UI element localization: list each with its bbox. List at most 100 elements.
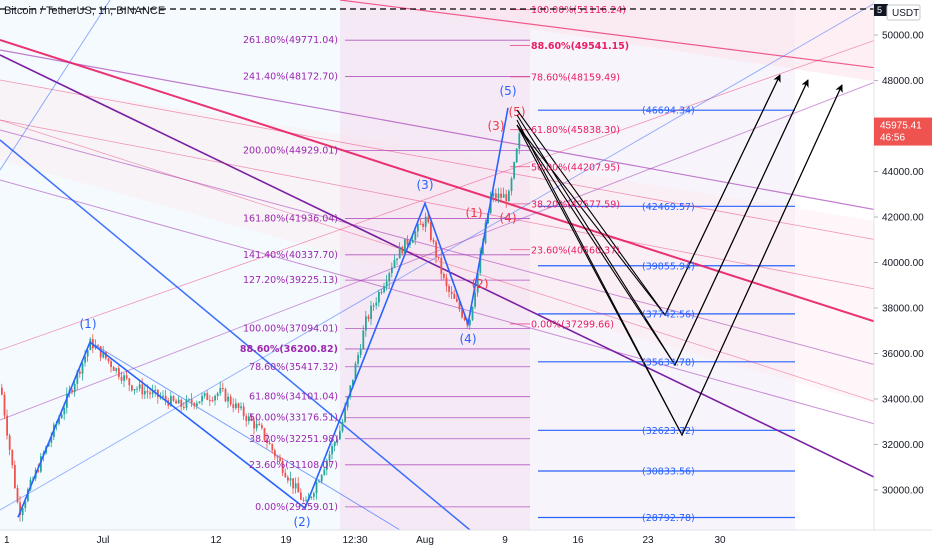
candle-body	[398, 246, 401, 259]
candle-body	[29, 479, 32, 490]
currency-badge[interactable]	[886, 4, 921, 21]
candle-body	[162, 395, 164, 397]
candle-body	[21, 508, 24, 516]
trend-line	[0, 129, 932, 381]
fib-right-label: 38.20%(42577.59)	[531, 199, 620, 210]
time-tick-label: 9	[502, 535, 508, 546]
candle-body	[235, 403, 237, 409]
horizontal-level-label: (46694.34)	[642, 106, 695, 117]
background-shading	[0, 0, 932, 530]
candle-body	[370, 305, 372, 320]
candle-body	[81, 362, 84, 374]
candle-body	[279, 457, 281, 462]
candle-body	[107, 358, 110, 362]
price-tick-label: 34000.00	[882, 395, 924, 406]
time-tick-label: 12	[210, 535, 222, 546]
candle-body	[281, 461, 284, 473]
price-tick-label: 30000.00	[882, 486, 924, 497]
candle-body	[60, 414, 63, 419]
candle-body	[258, 423, 261, 426]
horizontal-level-label: (28792.78)	[642, 513, 695, 524]
top-price-badge-text: 5	[877, 5, 882, 15]
candle-body	[427, 216, 430, 223]
candle-body	[73, 383, 76, 393]
fib-left-label: 241.40%(48172.70)	[243, 72, 338, 83]
candle-body	[372, 305, 375, 307]
candle-body	[515, 148, 518, 163]
candle-body	[24, 501, 27, 509]
red-wave-label: (2)	[472, 277, 489, 291]
trend-line	[0, 54, 932, 506]
candle-body	[198, 401, 201, 404]
candle-body	[502, 194, 505, 198]
candle-body	[284, 472, 287, 478]
candle-body	[352, 379, 354, 386]
last-price-countdown: 46:56	[880, 133, 905, 144]
trend-line	[0, 179, 932, 441]
candle-body	[128, 378, 131, 386]
candle-body	[471, 306, 474, 320]
candle-body	[292, 478, 294, 489]
candle-body	[476, 272, 479, 293]
candle-body	[401, 246, 404, 254]
time-tick-label: 12:30	[342, 535, 367, 546]
candle-body	[89, 339, 92, 351]
candle-body	[102, 351, 105, 358]
candle-body	[219, 387, 222, 394]
projection-arrows	[516, 74, 843, 437]
trend-line	[0, 119, 932, 421]
price-tick-label: 40000.00	[882, 258, 924, 269]
fib-left-label: 161.80%(41936.04)	[243, 213, 338, 224]
candle-body	[196, 403, 198, 406]
fib-right-label: 0.00%(37299.66)	[531, 319, 614, 330]
blue-wave-label: (3)	[417, 178, 434, 192]
candle-body	[144, 391, 146, 395]
candle-body	[50, 436, 53, 443]
fib-right-zone	[530, 0, 795, 530]
candle-body	[229, 396, 232, 405]
candle-body	[315, 482, 318, 494]
last-price-value: 45975.41	[880, 121, 922, 132]
candle-body	[305, 500, 307, 502]
candle-body	[424, 216, 427, 227]
candle-body	[3, 394, 6, 416]
horizontal-level-label: (32623.72)	[642, 426, 695, 437]
price-tick-label: 48000.00	[882, 76, 924, 87]
left-blue-zone	[0, 0, 345, 530]
candle-body	[211, 400, 214, 402]
candle-body	[365, 316, 367, 331]
candle-body	[8, 435, 11, 450]
red-wave-label: (3)	[488, 119, 505, 133]
candle-body	[302, 499, 305, 501]
price-tick-label: 42000.00	[882, 213, 924, 224]
candle-body	[456, 298, 458, 302]
trend-line	[0, 39, 932, 341]
candle-body	[255, 423, 258, 429]
currency-label: USDT	[892, 8, 919, 19]
candle-body	[71, 390, 73, 393]
candle-body	[209, 399, 211, 401]
fib-left-label: 78.60%(35417.32)	[249, 362, 338, 373]
projection-arrow	[516, 74, 781, 317]
candle-body	[320, 475, 323, 482]
blue-wave-label: (4)	[460, 332, 477, 346]
candle-body	[120, 376, 123, 381]
candle-body	[422, 223, 424, 227]
candle-body	[6, 415, 8, 436]
candle-body	[287, 477, 289, 481]
candle-body	[359, 349, 362, 356]
trend-line	[339, 0, 932, 76]
candle-body	[154, 389, 157, 392]
candle-body	[497, 193, 500, 199]
fib-right-label: 23.60%(40560.37)	[531, 245, 620, 256]
candle-body	[505, 194, 508, 202]
price-tick-label: 44000.00	[882, 167, 924, 178]
candle-body	[138, 384, 141, 389]
fib-right-label: 50.00%(44207.95)	[531, 162, 620, 173]
candle-body	[40, 456, 42, 472]
candle-body	[479, 254, 482, 273]
candle-body	[237, 403, 240, 409]
candle-body	[294, 483, 297, 489]
candle-body	[14, 465, 16, 488]
